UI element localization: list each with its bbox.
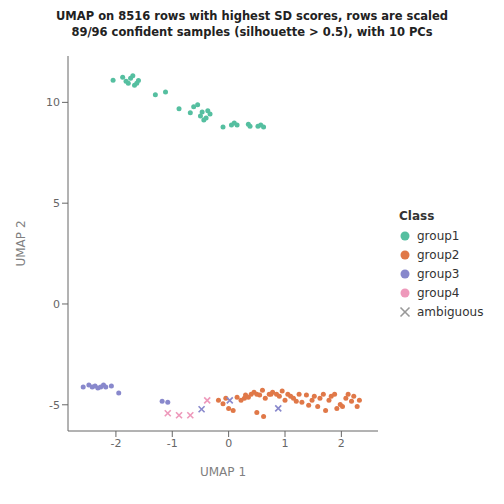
svg-text:-1: -1 <box>167 437 178 450</box>
html-text:group1: group1 <box>417 228 460 243</box>
html-text:group4: group4 <box>417 285 460 300</box>
svg-text:1: 1 <box>282 437 289 450</box>
html-text:ambiguous: ambiguous <box>417 304 484 319</box>
svg-text:UMAP 1: UMAP 1 <box>200 465 246 479</box>
svg-text:10: 10 <box>46 96 60 109</box>
html-text:UMAP on 8516 rows with highest: UMAP on 8516 rows with highest SD scores… <box>56 9 448 39</box>
svg-text:0: 0 <box>225 437 232 450</box>
svg-text:-2: -2 <box>110 437 121 450</box>
html-text:group3: group3 <box>417 266 460 281</box>
svg-text:2: 2 <box>338 437 345 450</box>
html-text:group2: group2 <box>417 247 460 262</box>
svg-text:5: 5 <box>53 197 60 210</box>
svg-text:-5: -5 <box>49 399 60 412</box>
html-text:Class: Class <box>399 208 435 223</box>
svg-text:UMAP 2: UMAP 2 <box>14 220 28 266</box>
svg-text:0: 0 <box>53 298 60 311</box>
